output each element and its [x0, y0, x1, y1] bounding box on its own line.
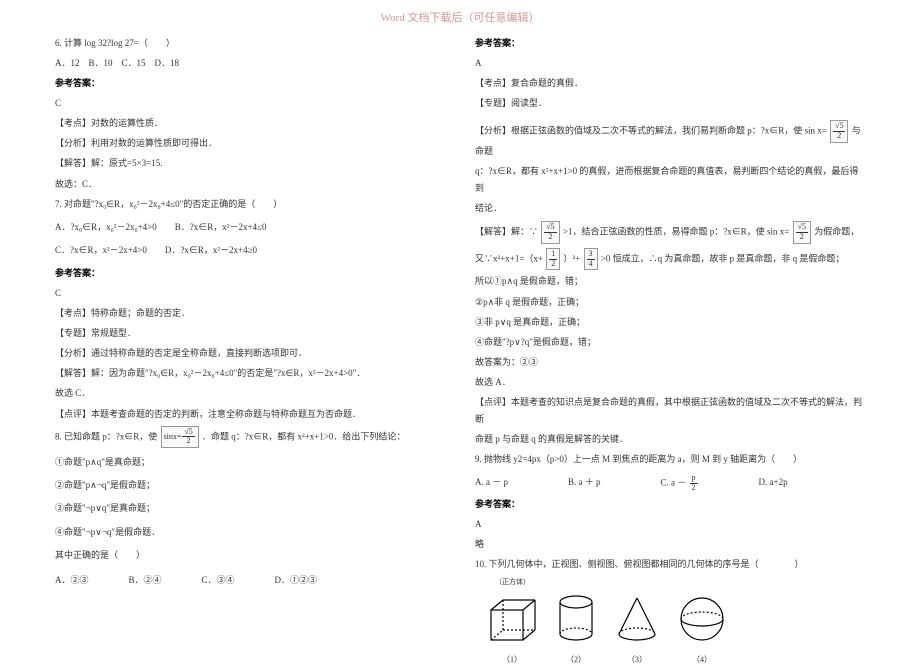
q8-conclusion-2: ②命题"p∧¬q"是假命题； [55, 477, 445, 494]
r-jieda-4: 又∵x²+x+1=（x+ [475, 253, 543, 263]
r-dianping-2: 命题 p 与命题 q 的真假是解答的关键． [475, 431, 865, 448]
r-zhuanti: 【专题】阅读型． [475, 95, 865, 112]
q9-opt-d: D. a+2p [759, 474, 788, 493]
one-over-two: 12 [546, 248, 560, 271]
q9-opt-b: B. a ＋ p [568, 474, 601, 493]
shape-sphere: （4） [677, 594, 727, 667]
q10-text: 10. 下列几何体中，正视图、侧视图、俯视图都相同的几何体的序号是（ ） [475, 556, 865, 573]
r-dianping-1: 【点评】本题考查的知识点是复合命题的真假，其中根据正弦函数的值域及二次不等式的解… [475, 394, 865, 428]
q8-question: 其中正确的是（ ） [55, 547, 445, 564]
r-result-1: 所以①p∧q 是假命题，错； [475, 273, 865, 290]
q8-options: A．②③ B．②④ C．③④ D．①②③ [55, 572, 445, 589]
q7-fenxi: 【分析】通过特称命题的否定是全称命题，直接判断选项即可． [55, 345, 445, 362]
q6-fenxi: 【分析】利用对数的运算性质即可得出． [55, 135, 445, 152]
sinx-fraction: sinx=√52 [161, 426, 199, 449]
page-header: Word 文档下载后（可任意编辑） [0, 0, 920, 35]
q6-jieda: 【解答】解：原式=5×3=15. [55, 155, 445, 172]
geometry-shapes-row: （1） （2） [485, 594, 865, 667]
q9-opt-a: A. a － p [475, 474, 508, 493]
q9-text: 9. 抛物线 y2=4px（p>0）上一点 M 到焦点的距离为 a，则 M 到 … [475, 451, 865, 468]
q9-lue: 略 [475, 536, 865, 553]
left-column: 6. 计算 log 32?log 27=（ ） A．12 B．10 C．15 D… [55, 35, 445, 667]
r-fenxi-3: q：?x∈R，都有 x²+x+1>0 的真假，进而根据复合命题的真值表，易判断四… [475, 163, 865, 197]
q7-options-cd: C．?x∈R，x²－2x+4>0 D．?x∈R，x²－2x+4≥0 [55, 242, 445, 259]
cube-icon [485, 596, 539, 644]
r-gudaan: 故答案为：②③ [475, 354, 865, 371]
r-fenxi-1: 【分析】根据正弦函数的值域及二次不等式的解法，我们易判断命题 p：?x∈R，使 … [475, 126, 827, 136]
q7-dianping: 【点评】本题考查命题的否定的判断，注意全称命题与特称命题互为否命题． [55, 406, 445, 423]
q6-guxuan: 故选：C． [55, 176, 445, 193]
right-column: 参考答案： A 【考点】复合命题的真假． 【专题】阅读型． 【分析】根据正弦函数… [475, 35, 865, 667]
cylinder-icon [555, 594, 597, 644]
r-result-3: ③非 p∨q 是真命题，正确； [475, 314, 865, 331]
shape-label-1: （1） [485, 652, 539, 667]
q9-answer: A [475, 516, 865, 533]
q7-text: 7. 对命题"?x₀∈R，x₀²－2x₀+4≤0"的否定正确的是（ ） [55, 196, 445, 213]
r-answer-label: 参考答案： [475, 35, 865, 52]
shape-label-3: （3） [613, 652, 661, 667]
q9-opt-c-wrap: C. a － p2 [661, 474, 699, 493]
r-guxuan: 故选 A． [475, 374, 865, 391]
r-jieda-row1: 【解答】解：∵ √52 >1，结合正弦函数的性质，易得命题 p：?x∈R，使 s… [475, 221, 865, 244]
r-jieda-6: >0 恒成立，∴q 为真命题，故非 p 是真命题，非 q 是假命题； [601, 253, 845, 263]
q9-answer-label: 参考答案： [475, 496, 865, 513]
p-over-2: p2 [690, 474, 698, 493]
q7-guxuan: 故选 C． [55, 385, 445, 402]
r-answer: A [475, 55, 865, 72]
q7-answer: C [55, 285, 445, 302]
q8-conclusion-4: ④命题"¬p∨¬q"是假命题． [55, 524, 445, 541]
r-jieda-1: 【解答】解：∵ [475, 227, 538, 237]
q8-opt-a: A．②③ [55, 572, 89, 589]
q9-opt-c: C. a － [661, 478, 687, 488]
q8-opt-d: D．①②③ [275, 572, 318, 589]
shape-cylinder: （2） [555, 594, 597, 667]
sqrt5-over-2-b: √52 [541, 221, 559, 244]
q7-options-ab: A．?x₀∈R，x₀²－2x₀+4>0 B．?x∈R，x²－2x+4≤0 [55, 219, 445, 236]
q7-jieda: 【解答】解：因为命题"?x₀∈R，x₀²－2x₀+4≤0"的否定是"?x∈R，x… [55, 365, 445, 382]
sphere-icon [677, 594, 727, 644]
r-kaodian: 【考点】复合命题的真假． [475, 75, 865, 92]
q8-opt-c: C．③④ [202, 572, 235, 589]
q6-kaodian: 【考点】对数的运算性质． [55, 115, 445, 132]
q7-zhuanti: 【专题】常规题型． [55, 325, 445, 342]
r-fenxi-4: 结论． [475, 200, 865, 217]
shape-cone: （3） [613, 594, 661, 667]
q8-text-row: 8. 已知命题 p：?x∈R，使 sinx=√52 ．命题 q：?x∈R，都有 … [55, 426, 445, 449]
q6-options: A．12 B．10 C．15 D．18 [55, 55, 445, 72]
q8-conclusion-1: ①命题"p∧q"是真命题； [55, 454, 445, 471]
two-column-layout: 6. 计算 log 32?log 27=（ ） A．12 B．10 C．15 D… [0, 35, 920, 667]
r-jieda-3: 为假命题， [814, 227, 859, 237]
r-fenxi-row1: 【分析】根据正弦函数的值域及二次不等式的解法，我们易判断命题 p：?x∈R，使 … [475, 120, 865, 160]
q10-note: （正方体） [495, 576, 865, 589]
q6-answer: C [55, 95, 445, 112]
q6-answer-label: 参考答案： [55, 75, 445, 92]
sqrt5-over-2-c: √52 [793, 221, 811, 244]
q8-opt-b: B．②④ [129, 572, 162, 589]
q8-text-a: 8. 已知命题 p：?x∈R，使 [55, 431, 157, 441]
three-over-four: 34 [584, 248, 598, 271]
cone-icon [613, 594, 661, 644]
q6-text: 6. 计算 log 32?log 27=（ ） [55, 35, 445, 52]
q8-conclusion-3: ③命题"¬p∨q"是真命题； [55, 500, 445, 517]
q9-options: A. a － p B. a ＋ p C. a － p2 D. a+2p [475, 474, 865, 493]
r-result-4: ④命题"?p∨?q"是假命题，错； [475, 334, 865, 351]
q8-text-b: ．命题 q：?x∈R，都有 x²+x+1>0．给出下列结论： [202, 431, 405, 441]
shape-label-4: （4） [677, 652, 727, 667]
r-result-2: ②p∧非 q 是假命题，正确； [475, 294, 865, 311]
q7-answer-label: 参考答案： [55, 265, 445, 282]
shape-cube: （1） [485, 596, 539, 667]
r-jieda-5: ）²+ [564, 253, 581, 263]
shape-label-2: （2） [555, 652, 597, 667]
q7-kaodian: 【考点】特称命题；命题的否定． [55, 305, 445, 322]
r-jieda-row2: 又∵x²+x+1=（x+ 12 ）²+ 34 >0 恒成立，∴q 为真命题，故非… [475, 248, 865, 271]
sqrt5-over-2-a: √52 [830, 120, 848, 143]
r-jieda-2: >1，结合正弦函数的性质，易得命题 p：?x∈R，使 sin x= [563, 227, 789, 237]
